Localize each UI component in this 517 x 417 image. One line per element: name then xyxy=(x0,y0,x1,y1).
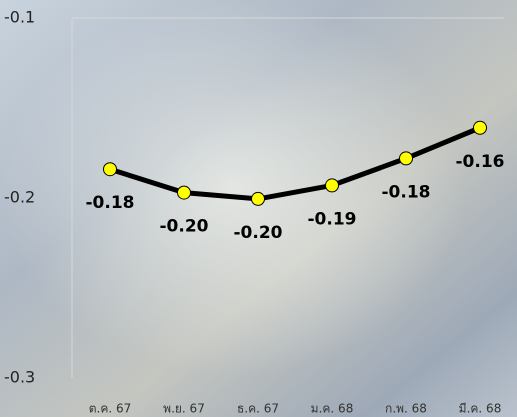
x-tick-label: พ.ย. 67 xyxy=(163,402,205,416)
x-tick-label: ธ.ค. 67 xyxy=(237,402,279,416)
marker xyxy=(104,163,117,176)
background-glow xyxy=(0,0,517,417)
y-tick-label: -0.1 xyxy=(4,8,35,27)
value-label: -0.20 xyxy=(160,217,209,237)
marker xyxy=(400,152,413,165)
value-label: -0.18 xyxy=(382,182,431,202)
y-tick-label: -0.3 xyxy=(4,368,35,387)
marker xyxy=(178,186,191,199)
marker xyxy=(252,192,265,205)
x-tick-label: ก.พ. 68 xyxy=(385,402,427,416)
value-label: -0.20 xyxy=(234,223,283,243)
y-tick-label: -0.2 xyxy=(4,188,35,207)
x-tick-label: ต.ค. 67 xyxy=(89,402,132,416)
value-label: -0.19 xyxy=(308,209,357,229)
chart: -0.1 -0.2 -0.3 ต.ค. 67 พ.ย. 67 ธ.ค. 67 ม.ค. 68… xyxy=(0,0,517,417)
x-tick-label: มี.ค. 68 xyxy=(459,402,502,416)
value-label: -0.18 xyxy=(86,193,135,213)
x-tick-label: ม.ค. 68 xyxy=(311,402,354,416)
marker xyxy=(326,179,339,192)
marker xyxy=(474,121,487,134)
value-label: -0.16 xyxy=(456,152,505,172)
